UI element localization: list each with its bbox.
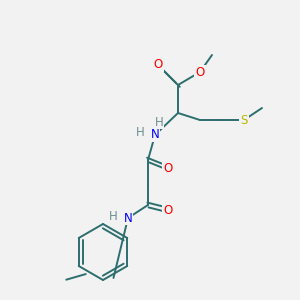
Text: N: N <box>124 212 132 224</box>
Text: S: S <box>240 113 248 127</box>
Text: H: H <box>109 209 118 223</box>
Text: O: O <box>195 65 205 79</box>
Text: N: N <box>151 128 159 142</box>
Text: O: O <box>164 203 172 217</box>
Text: H: H <box>136 127 145 140</box>
Text: H: H <box>154 116 164 128</box>
Text: O: O <box>164 161 172 175</box>
Text: O: O <box>153 58 163 71</box>
